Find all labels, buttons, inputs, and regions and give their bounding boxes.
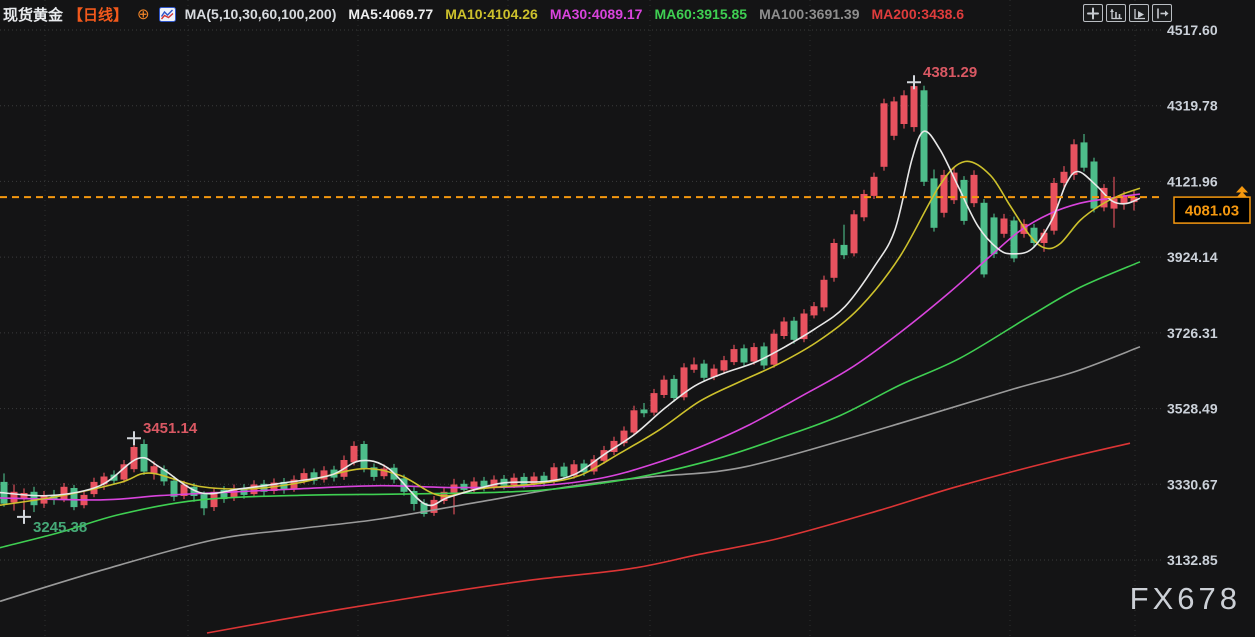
- svg-text:3132.85: 3132.85: [1167, 552, 1218, 568]
- pan-crosshair-icon: [1086, 7, 1100, 20]
- svg-text:4319.78: 4319.78: [1167, 98, 1218, 114]
- ma-line-ma30: [0, 193, 1141, 501]
- price-scale-button[interactable]: [1106, 4, 1126, 22]
- candles: [0, 82, 1138, 517]
- auto-scroll-button[interactable]: [1129, 4, 1149, 22]
- ma-line-ma200: [206, 442, 1131, 634]
- ma-line-ma10: [0, 160, 1141, 506]
- price-scale-icon: [1109, 7, 1123, 20]
- auto-scroll-icon: [1132, 7, 1146, 20]
- chart-toolbar: [1083, 4, 1172, 22]
- annotation-low-3245.38: 3245.38: [17, 509, 87, 536]
- svg-text:3528.49: 3528.49: [1167, 401, 1218, 417]
- ma10-value: MA10:4104.26: [445, 6, 538, 22]
- pan-crosshair-button[interactable]: [1083, 4, 1103, 22]
- svg-text:4517.60: 4517.60: [1167, 22, 1218, 38]
- current-price-marker: 4081.03: [0, 186, 1251, 224]
- svg-text:4121.96: 4121.96: [1167, 173, 1218, 189]
- symbol-title: 现货黄金: [3, 6, 64, 24]
- ma5-value: MA5:4069.77: [348, 6, 434, 22]
- svg-text:3924.14: 3924.14: [1167, 249, 1218, 265]
- svg-text:4081.03: 4081.03: [1185, 203, 1239, 220]
- ma200-value: MA200:3438.6: [871, 6, 965, 22]
- indicator-chart-icon[interactable]: [158, 6, 176, 22]
- current-price-label: [1173, 196, 1251, 224]
- ma-line-ma60: [0, 261, 1141, 549]
- exit-chart-button[interactable]: [1152, 4, 1172, 22]
- period-label[interactable]: 【日线】: [68, 6, 129, 24]
- watermark: FX678: [1129, 581, 1241, 616]
- chart-header: 现货黄金 【日线】 ⊕ MA(5,10,30,60,100,200) MA5:4…: [0, 0, 964, 28]
- price-axis-labels: 4517.60 4319.78 4121.96 3924.14 3726.31 3528.…: [1167, 22, 1218, 568]
- expand-icon[interactable]: ⊕: [137, 5, 150, 23]
- annotation-high-3451.14: 3451.14: [127, 420, 198, 446]
- svg-text:4381.29: 4381.29: [923, 64, 977, 81]
- ma100-value: MA100:3691.39: [759, 6, 860, 22]
- ma-settings-label[interactable]: MA(5,10,30,60,100,200): [184, 6, 337, 22]
- svg-text:3330.67: 3330.67: [1167, 476, 1218, 492]
- ma-line-ma5: [0, 130, 1141, 507]
- exit-chart-icon: [1155, 7, 1169, 20]
- annotation-high-4381.29: 4381.29: [907, 64, 977, 90]
- ma-line-ma100: [0, 346, 1141, 603]
- ma60-value: MA60:3915.85: [654, 6, 748, 22]
- svg-text:3245.38: 3245.38: [33, 519, 87, 536]
- ma30-value: MA30:4089.17: [549, 6, 643, 22]
- svg-text:3451.14: 3451.14: [143, 420, 198, 437]
- svg-text:3726.31: 3726.31: [1167, 325, 1218, 341]
